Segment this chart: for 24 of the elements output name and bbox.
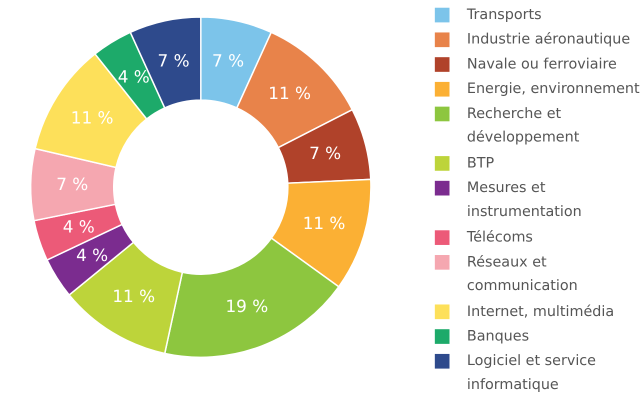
- legend-label: Banques: [466, 328, 530, 344]
- legend-label: Télécoms: [466, 230, 533, 246]
- legend-label: Mesures et instrumentation: [466, 180, 582, 220]
- data-label: 7 %: [158, 50, 190, 70]
- data-label: 11 %: [302, 212, 346, 233]
- data-label: 11 %: [70, 107, 114, 128]
- legend-label: Logiciel et service informatique: [466, 353, 596, 393]
- legend-label: Industrie aéronautique: [466, 32, 630, 48]
- data-label: 7 %: [212, 50, 244, 70]
- data-label: 11 %: [112, 286, 156, 306]
- data-label: 7 %: [309, 143, 342, 164]
- data-label: 4 %: [62, 216, 95, 237]
- data-label: 11 %: [268, 83, 311, 104]
- data-label: 7 %: [56, 174, 88, 194]
- legend-label: Navale ou ferroviaire: [466, 56, 618, 72]
- legend-label: BTP: [466, 155, 494, 172]
- legend-label: Réseaux et communication: [466, 254, 578, 294]
- legend-label: Energie, environnement: [466, 81, 640, 98]
- data-label: 4 %: [76, 244, 108, 265]
- legend-label: Transports: [466, 7, 542, 24]
- legend-label: Internet, multimédia: [466, 304, 614, 320]
- data-label: 19 %: [225, 296, 268, 316]
- legend-label: Recherche et développement: [466, 106, 580, 146]
- data-label: 4 %: [118, 66, 150, 86]
